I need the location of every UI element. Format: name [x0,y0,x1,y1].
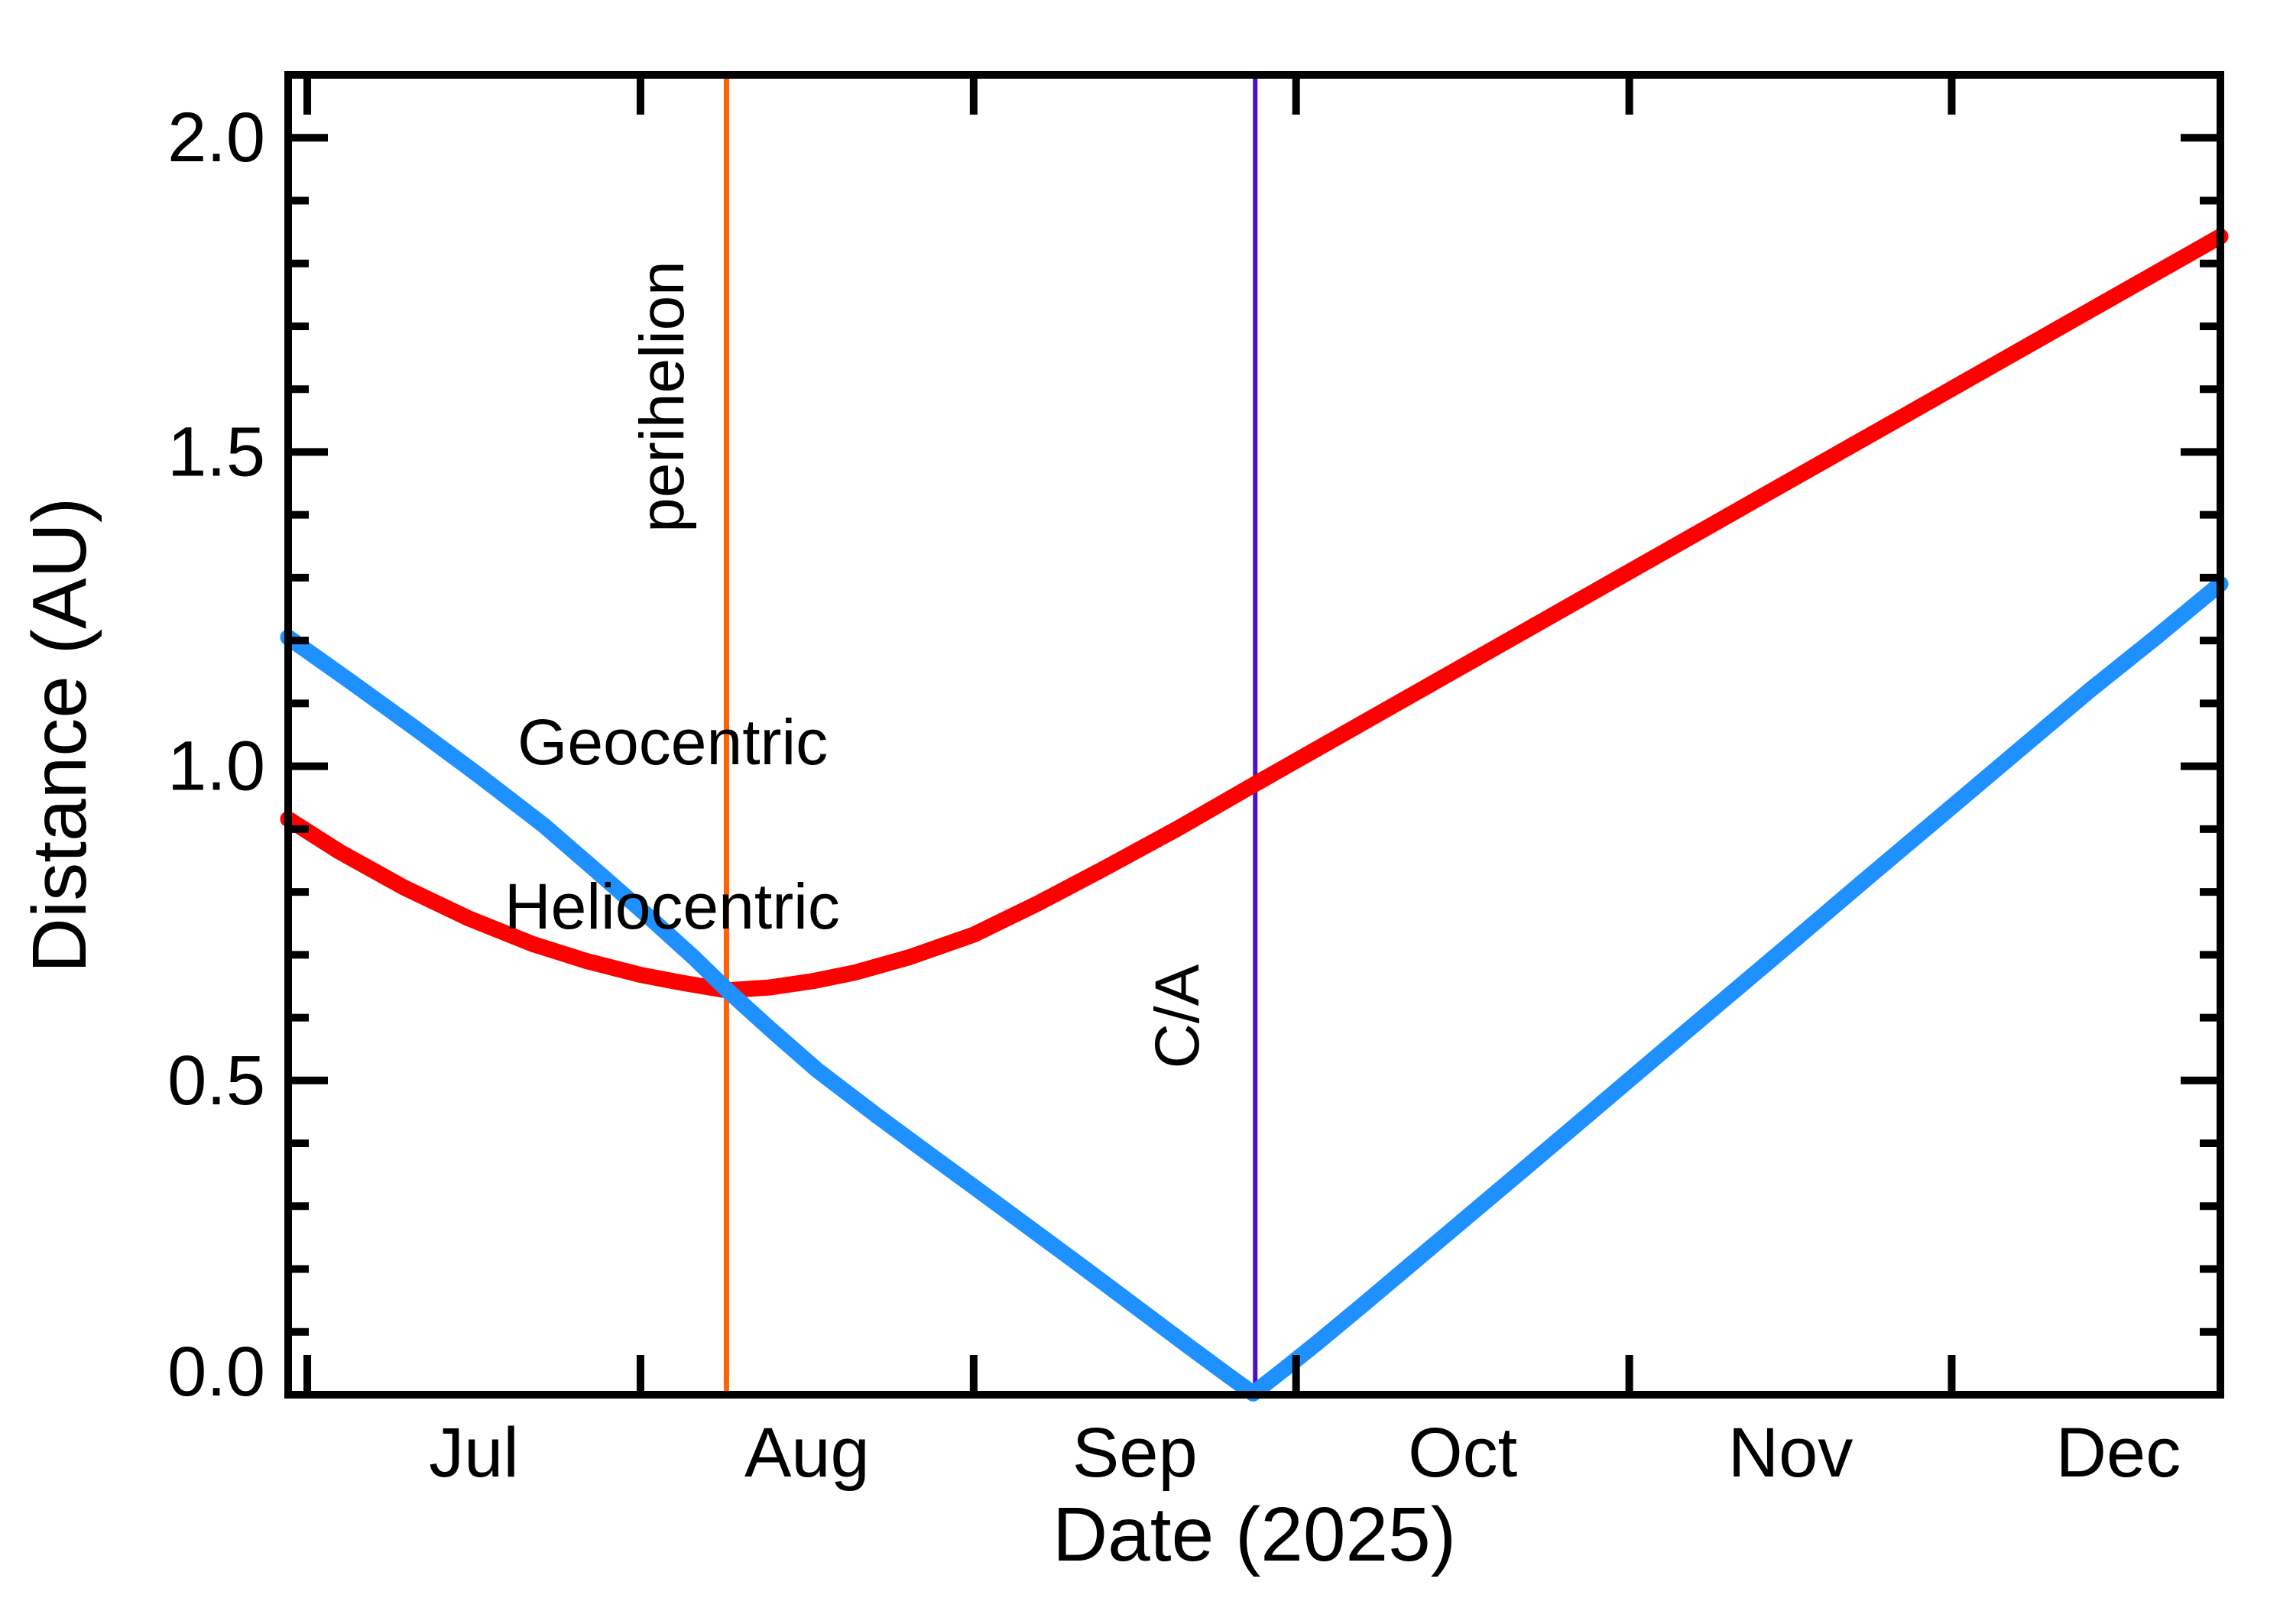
x-axis-title: Date (2025) [1052,1492,1456,1577]
x-tick-label-nov: Nov [1728,1414,1854,1492]
y-axis-ticks [288,134,2220,1399]
y-tick-labels: 0.0 0.5 1.0 1.5 2.0 [167,99,265,1411]
heliocentric-curve-label: Heliocentric [504,870,840,942]
data-curves [280,228,2229,1402]
x-axis-ticks [303,75,1956,1395]
event-vlines [723,75,1258,1395]
heliocentric-curve [280,228,2229,999]
x-tick-label-oct: Oct [1408,1414,1517,1492]
perihelion-line-label: perihelion [628,261,697,533]
geocentric-curve [280,575,2229,1402]
y-tick-label-2.0: 2.0 [167,99,265,177]
y-axis-title: Distance (AU) [17,498,102,973]
x-tick-label-dec: Dec [2056,1414,2181,1492]
axes-frame [284,71,2224,1399]
close-approach-line-label: C/A [1143,964,1212,1068]
x-tick-label-sep: Sep [1072,1414,1198,1492]
y-tick-label-1.5: 1.5 [167,413,265,491]
plot-frame [284,71,2224,1399]
x-tick-label-jul: Jul [429,1414,519,1492]
x-tick-label-aug: Aug [744,1414,870,1492]
y-tick-label-1.0: 1.0 [167,728,265,806]
x-tick-labels: Jul Aug Sep Oct Nov Dec [429,1414,2181,1492]
y-tick-label-0.5: 0.5 [167,1042,265,1120]
geocentric-curve-label: Geocentric [517,706,828,778]
y-tick-label-0.0: 0.0 [167,1333,265,1411]
